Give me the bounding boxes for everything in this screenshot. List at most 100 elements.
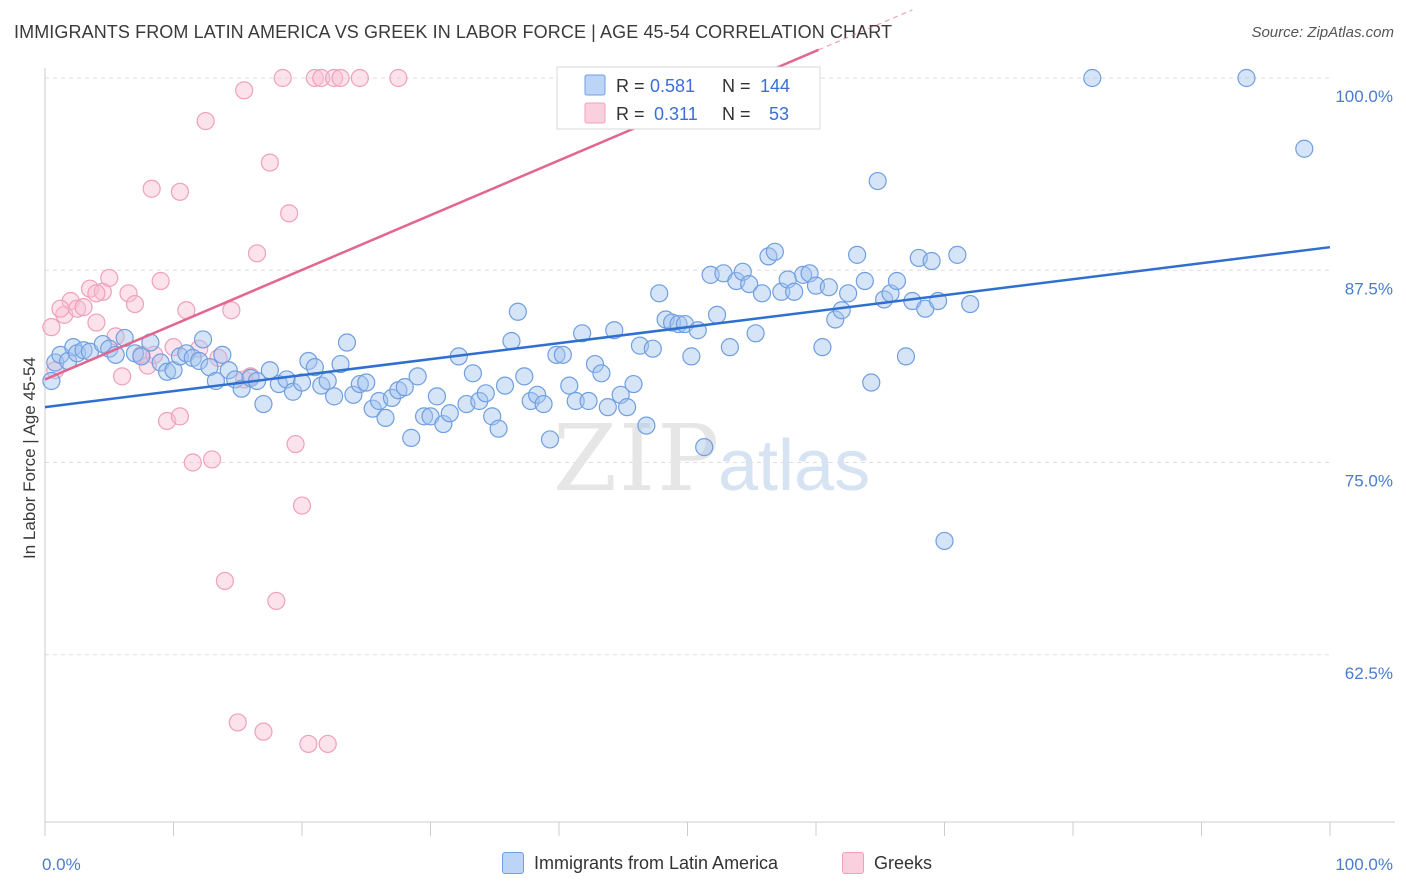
greeks-point-13 — [125, 294, 145, 314]
latin-america-point-62 — [463, 364, 483, 383]
greeks-point-29 — [228, 713, 247, 732]
y-tick-label-0: 62.5% — [1345, 664, 1393, 683]
greeks-point-27 — [215, 571, 234, 591]
latin-america-point-58 — [434, 414, 453, 434]
greeks-point-50 — [87, 284, 106, 303]
latin-america-point-46 — [357, 373, 376, 392]
y-tick-labels: 62.5% 75.0% 87.5% 100.0% — [1335, 87, 1393, 683]
greeks-point-34 — [260, 153, 279, 172]
latin-america-point-80 — [579, 391, 598, 411]
latin-america-point-64 — [476, 384, 495, 403]
top-legend: R = 0.581 N = 144 R = 0.311 N = 53 — [556, 66, 821, 130]
latin-america-point-31 — [254, 394, 273, 414]
latin-america-points — [42, 68, 1314, 551]
latin-america-point-68 — [502, 331, 521, 351]
greeks-point-7 — [87, 313, 106, 332]
watermark-atlas: atlas — [718, 426, 870, 506]
latin-america-point-119 — [832, 301, 851, 320]
latin-america-point-100 — [707, 305, 727, 324]
x-tick-label-1: 100.0% — [1335, 855, 1393, 874]
greeks-point-52 — [350, 68, 369, 88]
legend-swatch-greeks — [842, 852, 864, 874]
latin-america-point-90 — [643, 339, 662, 358]
latin-america-point-78 — [566, 391, 585, 411]
latin-america-point-124 — [868, 171, 887, 191]
trend-line-latin-america — [44, 245, 1331, 409]
legend-swatch-latin-america — [502, 852, 524, 874]
greeks-point-30 — [235, 81, 254, 100]
latin-america-point-54 — [408, 367, 427, 386]
legend-r-value-blue: 0.581 — [650, 76, 695, 96]
legend-r-label-blue: R = — [616, 76, 645, 96]
greeks-point-24 — [196, 111, 215, 131]
greeks-point-41 — [305, 68, 324, 88]
y-tick-label-2: 87.5% — [1345, 279, 1393, 298]
latin-america-point-123 — [862, 373, 881, 392]
latin-america-point-75 — [547, 345, 566, 364]
latin-america-point-138 — [1237, 68, 1256, 88]
latin-america-point-44 — [344, 385, 363, 404]
latin-america-point-38 — [305, 358, 324, 377]
latin-america-point-127 — [887, 271, 907, 291]
latin-america-point-0 — [42, 371, 61, 391]
axes — [44, 68, 1395, 836]
latin-america-point-112 — [785, 282, 804, 301]
latin-america-point-128 — [896, 347, 916, 366]
latin-america-point-113 — [794, 265, 813, 284]
latin-america-point-22 — [193, 330, 213, 349]
x-tick-labels: 0.0% 100.0% — [42, 855, 1393, 874]
latin-america-point-134 — [935, 531, 954, 551]
trend-line-greeks-extension — [818, 9, 913, 51]
greeks-point-25 — [202, 450, 222, 469]
latin-america-point-108 — [759, 247, 778, 266]
latin-america-point-132 — [922, 251, 941, 271]
y-tick-label-1: 75.0% — [1345, 472, 1393, 491]
latin-america-point-13 — [132, 347, 151, 366]
latin-america-point-105 — [740, 274, 759, 294]
latin-america-point-26 — [219, 361, 238, 380]
legend-label-latin-america: Immigrants from Latin America — [534, 852, 779, 873]
latin-america-point-70 — [515, 367, 534, 386]
latin-america-point-67 — [495, 376, 515, 395]
latin-america-point-73 — [534, 394, 553, 414]
greeks-point-48 — [170, 182, 190, 201]
latin-america-point-81 — [585, 354, 605, 374]
latin-america-point-16 — [157, 362, 177, 381]
latin-america-point-52 — [395, 378, 414, 397]
greeks-point-36 — [273, 68, 292, 88]
latin-america-point-53 — [402, 428, 421, 447]
latin-america-point-21 — [190, 351, 209, 371]
legend-item-greeks: Greeks — [842, 852, 932, 874]
latin-america-point-118 — [826, 310, 845, 329]
greeks-point-20 — [170, 407, 190, 426]
greeks-point-38 — [286, 434, 305, 454]
legend-r-label-pink: R = — [616, 104, 645, 124]
greeks-point-42 — [312, 68, 331, 88]
greeks-point-11 — [112, 367, 132, 386]
latin-america-point-49 — [376, 408, 395, 427]
latin-america-point-102 — [720, 338, 740, 357]
y-tick-label-3: 100.0% — [1335, 87, 1393, 106]
latin-america-point-72 — [528, 385, 547, 404]
latin-america-point-59 — [440, 404, 459, 423]
latin-america-point-42 — [331, 354, 350, 374]
latin-america-point-57 — [427, 387, 447, 406]
greeks-point-9 — [100, 268, 119, 288]
legend-item-latin-america: Immigrants from Latin America — [502, 852, 778, 874]
legend-n-value-pink: 53 — [769, 104, 789, 124]
greeks-point-28 — [222, 301, 241, 320]
latin-america-point-74 — [540, 430, 560, 449]
latin-america-point-91 — [650, 284, 669, 303]
latin-america-point-83 — [598, 398, 617, 417]
greeks-point-47 — [142, 179, 161, 198]
latin-america-point-43 — [337, 333, 357, 352]
latin-america-point-96 — [682, 347, 701, 366]
greeks-point-40 — [299, 734, 318, 754]
legend-n-label-blue: N = — [722, 76, 751, 96]
latin-america-point-109 — [765, 242, 784, 261]
greeks-points — [42, 68, 408, 754]
legend-n-label-pink: N = — [722, 104, 751, 124]
watermark: ZIP atlas — [553, 405, 870, 512]
latin-america-point-25 — [213, 345, 232, 364]
